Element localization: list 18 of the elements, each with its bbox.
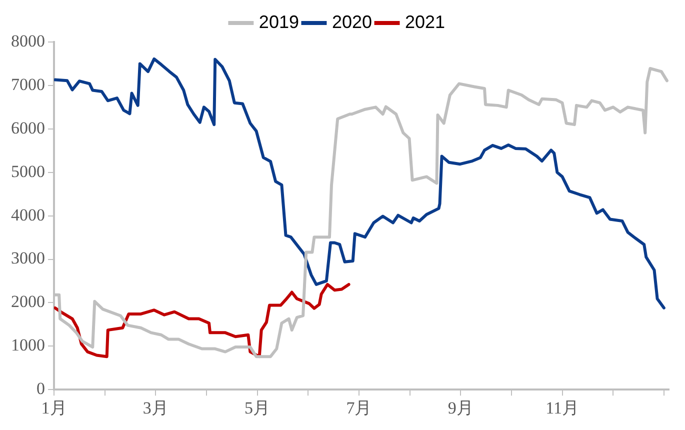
y-tick-label: 2000	[11, 292, 45, 312]
legend-label: 2020	[332, 12, 372, 32]
x-tick-label: 7月	[346, 398, 372, 418]
legend-label: 2021	[405, 12, 446, 32]
x-tick-label: 3月	[142, 398, 168, 418]
x-tick-label: 5月	[244, 398, 270, 418]
x-tick-label: 9月	[448, 398, 474, 418]
y-tick-label: 8000	[11, 31, 45, 50]
x-tick-label: 11月	[546, 398, 579, 418]
legend-label: 2019	[258, 12, 299, 32]
y-tick-label: 7000	[11, 74, 45, 94]
y-tick-label: 3000	[11, 248, 45, 268]
x-tick-label: 1月	[41, 398, 67, 418]
y-tick-label: 4000	[11, 205, 45, 224]
y-tick-label: 5000	[11, 162, 45, 181]
y-tick-label: 6000	[11, 118, 45, 138]
y-tick-label: 0	[36, 379, 45, 398]
y-tick-label: 1000	[11, 336, 45, 355]
